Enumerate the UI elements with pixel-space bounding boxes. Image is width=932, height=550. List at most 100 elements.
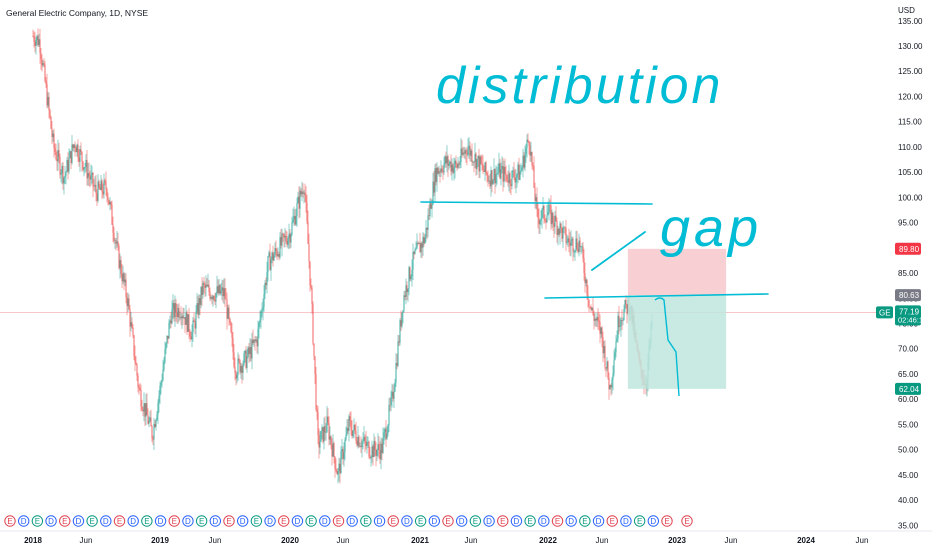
dividend-marker[interactable]: D xyxy=(565,515,577,527)
candle-body xyxy=(80,149,82,153)
candle-body xyxy=(376,449,378,456)
candle-body xyxy=(601,327,603,337)
x-tick-label: 2018 xyxy=(24,536,42,545)
dividend-marker[interactable]: D xyxy=(401,515,413,527)
dividend-marker[interactable]: D xyxy=(45,515,57,527)
dividend-marker[interactable]: D xyxy=(72,515,85,527)
earnings-marker[interactable]: E xyxy=(168,515,180,527)
candle-body xyxy=(329,436,331,440)
candle-body xyxy=(615,341,617,353)
event-letter: D xyxy=(541,517,547,526)
dividend-marker[interactable]: D xyxy=(127,515,139,527)
earnings-marker[interactable]: E xyxy=(551,515,564,527)
dividend-marker[interactable]: D xyxy=(346,515,358,527)
chart-header: General Electric Company, 1D, NYSE USD xyxy=(6,6,915,18)
candle-body xyxy=(96,193,98,201)
candle-body xyxy=(466,153,468,155)
candle-body xyxy=(438,171,440,174)
x-tick-label: Jun xyxy=(465,536,478,545)
candle-body xyxy=(168,322,170,339)
candle-body xyxy=(139,388,141,390)
candle-body xyxy=(366,442,368,446)
candle-body xyxy=(309,261,311,286)
candle-body xyxy=(543,205,545,220)
x-tick-label: Jun xyxy=(596,536,609,545)
earnings-marker[interactable]: E xyxy=(113,515,126,527)
earnings-marker[interactable]: E xyxy=(4,515,16,527)
candle-body xyxy=(216,286,218,293)
earnings-marker[interactable]: E xyxy=(223,515,235,527)
candle-body xyxy=(124,279,126,283)
dividend-marker[interactable]: D xyxy=(236,515,249,527)
y-tick-label: 95.00 xyxy=(898,219,919,228)
event-circle xyxy=(442,515,454,527)
dividend-marker[interactable]: D xyxy=(182,515,194,527)
dividend-marker[interactable]: D xyxy=(264,515,276,527)
earnings-marker[interactable]: E xyxy=(278,515,290,527)
earnings-marker[interactable]: E xyxy=(250,515,263,527)
candle-body xyxy=(103,180,105,195)
dividend-marker[interactable]: D xyxy=(154,515,167,527)
candle-body xyxy=(209,291,211,299)
earnings-marker[interactable]: E xyxy=(497,515,509,527)
candle-body xyxy=(545,220,547,223)
dividend-marker[interactable]: D xyxy=(647,515,660,527)
candle-body xyxy=(355,431,357,441)
candle-body xyxy=(528,141,530,146)
earnings-marker[interactable]: E xyxy=(606,515,618,527)
earnings-marker[interactable]: E xyxy=(305,515,317,527)
earnings-marker[interactable]: E xyxy=(661,515,673,527)
dividend-marker[interactable]: D xyxy=(17,515,30,527)
candle-body xyxy=(509,173,511,185)
candle-body xyxy=(312,303,314,344)
earnings-marker[interactable]: E xyxy=(360,515,372,527)
candle-body xyxy=(252,339,254,344)
dividend-marker[interactable]: D xyxy=(483,515,495,527)
candle-body xyxy=(511,170,513,186)
candle-body xyxy=(92,172,94,187)
event-letter: E xyxy=(144,517,149,526)
dividend-marker[interactable]: D xyxy=(100,515,112,527)
candle-body xyxy=(292,219,294,223)
earnings-marker[interactable]: E xyxy=(633,515,646,527)
dividend-marker[interactable]: D xyxy=(291,515,304,527)
earnings-marker[interactable]: E xyxy=(579,515,591,527)
earnings-marker[interactable]: E xyxy=(86,515,98,527)
candle-body xyxy=(175,303,177,313)
earnings-marker[interactable]: E xyxy=(31,515,44,527)
dividend-marker[interactable]: D xyxy=(209,515,222,527)
dividend-marker[interactable]: D xyxy=(510,515,523,527)
candle-body xyxy=(301,191,303,195)
earnings-marker[interactable]: E xyxy=(59,515,71,527)
candle-body xyxy=(446,156,448,164)
earnings-marker[interactable]: E xyxy=(469,515,482,527)
dividend-marker[interactable]: D xyxy=(428,515,441,527)
candle-body xyxy=(85,159,87,168)
dividend-marker[interactable]: D xyxy=(373,515,386,527)
dividend-marker[interactable]: D xyxy=(455,515,468,527)
earnings-marker[interactable]: E xyxy=(414,515,427,527)
earnings-marker[interactable]: E xyxy=(195,515,208,527)
event-circle xyxy=(538,515,550,527)
candle-body xyxy=(513,170,515,178)
dividend-marker[interactable]: D xyxy=(538,515,550,527)
candle-body xyxy=(263,294,265,308)
dividend-marker[interactable]: D xyxy=(319,515,331,527)
candle-body xyxy=(58,149,60,158)
dividend-marker[interactable]: D xyxy=(620,515,632,527)
candle-body xyxy=(215,292,217,302)
event-circle xyxy=(373,515,386,527)
candle-body xyxy=(424,237,426,244)
candle-body xyxy=(46,83,48,106)
dividend-marker[interactable]: D xyxy=(592,515,605,527)
earnings-marker[interactable]: E xyxy=(332,515,345,527)
earnings-marker[interactable]: E xyxy=(141,515,153,527)
earnings-marker[interactable]: E xyxy=(442,515,454,527)
candle-body xyxy=(258,322,260,330)
earnings-marker[interactable]: E xyxy=(681,515,693,527)
earnings-marker[interactable]: E xyxy=(524,515,536,527)
earnings-marker[interactable]: E xyxy=(387,515,399,527)
candle-body xyxy=(88,173,90,177)
candle-body xyxy=(352,430,354,437)
